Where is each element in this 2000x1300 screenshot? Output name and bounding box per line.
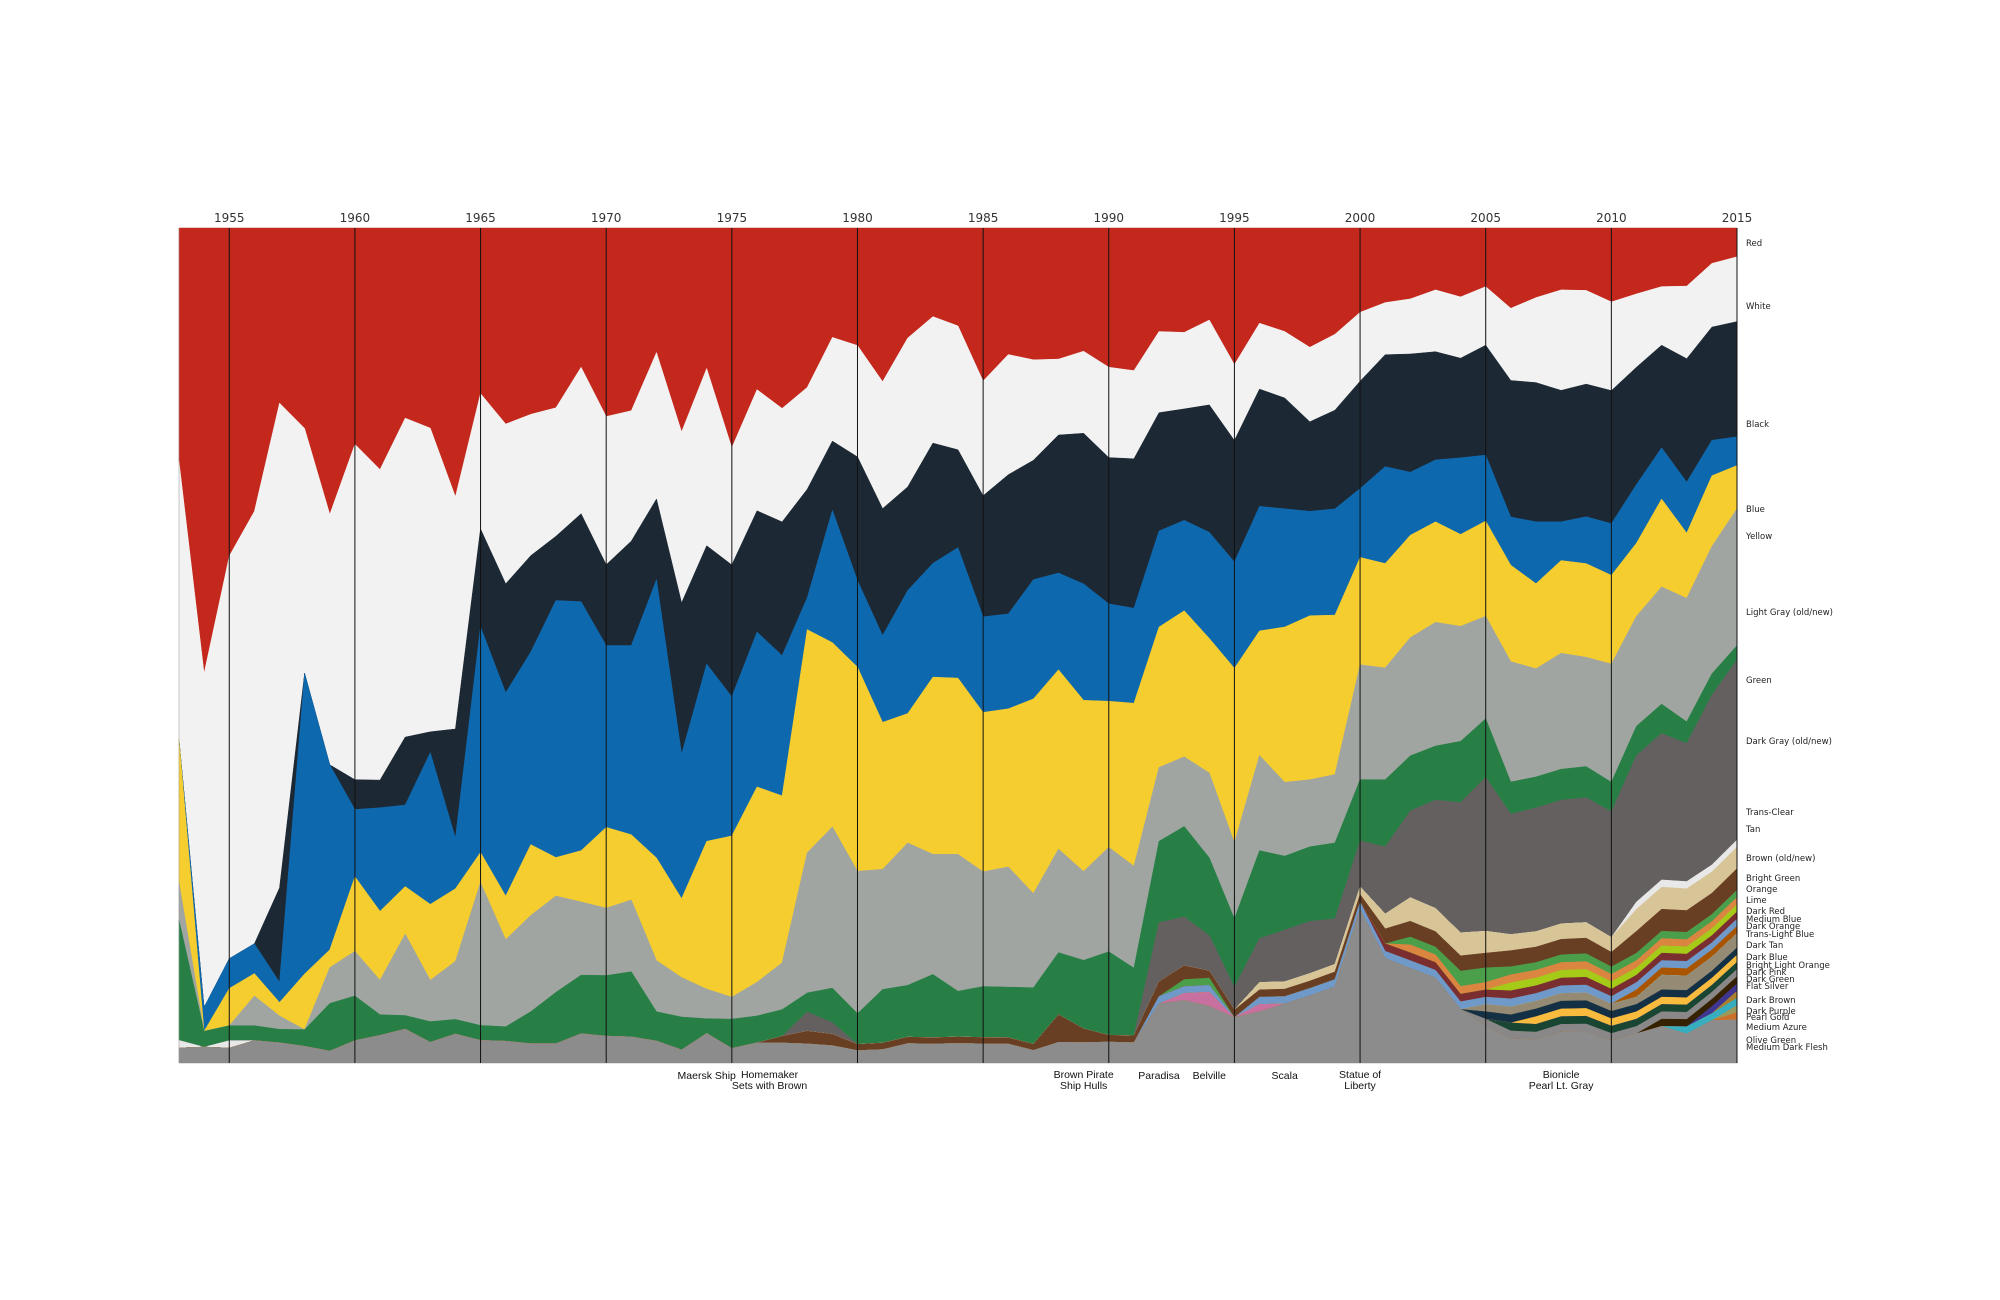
year-label-1995: 1995: [1219, 211, 1250, 225]
year-label-1990: 1990: [1094, 211, 1125, 225]
legend-label-blue: Blue: [1746, 505, 1765, 515]
legend-label-bright-green: Bright Green: [1746, 874, 1800, 884]
year-gridlines: [178, 228, 1738, 1063]
legend-label-olive-green: Olive Green: [1746, 1036, 1796, 1046]
annotation-homemaker-sets-with-brown: Homemaker Sets with Brown: [732, 1069, 807, 1092]
legend-label-dark-orange: Dark Orange: [1746, 922, 1800, 932]
year-label-1970: 1970: [591, 211, 622, 225]
event-annotations: Maersk Ship Homemaker Sets with Brown Brown…: [678, 1069, 1595, 1092]
legend-label-light-gray-old-new-: Light Gray (old/new): [1746, 608, 1833, 618]
year-label-1980: 1980: [842, 211, 873, 225]
year-label-1955: 1955: [214, 211, 245, 225]
legend-label-dark-purple: Dark Purple: [1746, 1007, 1796, 1017]
legend-label-yellow: Yellow: [1745, 532, 1772, 542]
legend-label-trans-light-blue: Trans-Light Blue: [1745, 930, 1814, 940]
annotation-belville: Belville: [1193, 1070, 1226, 1082]
legend-label-lime: Lime: [1746, 896, 1767, 906]
color-share-areas: [178, 227, 1738, 1064]
legend-label-red: Red: [1746, 239, 1762, 249]
year-label-2015: 2015: [1722, 211, 1753, 225]
legend-label-dark-tan: Dark Tan: [1746, 941, 1783, 951]
legend-label-dark-green: Dark Green: [1746, 975, 1795, 985]
legend-label-tan: Tan: [1745, 825, 1760, 835]
legend-label-bright-light-orange: Bright Light Orange: [1746, 961, 1830, 971]
year-label-1975: 1975: [717, 211, 748, 225]
annotation-statue-of-liberty: Statue of Liberty: [1339, 1069, 1381, 1092]
annotation-maersk-ship: Maersk Ship: [678, 1070, 737, 1082]
legend-label-orange: Orange: [1746, 885, 1777, 895]
legend-label-dark-red: Dark Red: [1746, 907, 1785, 917]
series-legend: Red White Black Blue Yellow Light Gray (old/n…: [1745, 239, 1833, 1053]
year-label-2010: 2010: [1596, 211, 1627, 225]
legend-label-pearl-gold: Pearl Gold: [1746, 1013, 1789, 1023]
legend-label-medium-blue: Medium Blue: [1746, 915, 1802, 925]
legend-label-dark-pink: Dark Pink: [1746, 968, 1787, 978]
legend-label-brown-old-new-: Brown (old/new): [1746, 854, 1815, 864]
x-axis-year-labels: 1955 1960 1965 1970 1975 1980 1985 1990 1995 2000…: [214, 211, 1752, 225]
legend-label-dark-brown: Dark Brown: [1746, 996, 1796, 1006]
annotation-bionicle-pearl-lt-gray: Bionicle Pearl Lt. Gray: [1529, 1069, 1595, 1092]
legend-label-white: White: [1746, 302, 1771, 312]
legend-label-dark-blue: Dark Blue: [1746, 953, 1788, 963]
legend-label-green: Green: [1746, 676, 1772, 686]
year-label-1960: 1960: [340, 211, 371, 225]
year-label-1985: 1985: [968, 211, 999, 225]
year-label-2000: 2000: [1345, 211, 1376, 225]
legend-label-trans-clear: Trans-Clear: [1745, 808, 1794, 818]
legend-label-medium-dark-flesh: Medium Dark Flesh: [1746, 1043, 1828, 1053]
legend-label-medium-azure: Medium Azure: [1746, 1023, 1807, 1033]
annotation-scala: Scala: [1272, 1070, 1298, 1082]
legend-label-flat-silver: Flat Silver: [1746, 982, 1789, 992]
legend-label-black: Black: [1746, 420, 1769, 430]
annotation-brown-pirate-ship-hulls: Brown Pirate Ship Hulls: [1054, 1069, 1114, 1092]
year-label-2005: 2005: [1470, 211, 1501, 225]
year-label-1965: 1965: [465, 211, 496, 225]
legend-label-dark-gray-old-new-: Dark Gray (old/new): [1746, 737, 1832, 747]
annotation-paradisa: Paradisa: [1138, 1070, 1180, 1082]
